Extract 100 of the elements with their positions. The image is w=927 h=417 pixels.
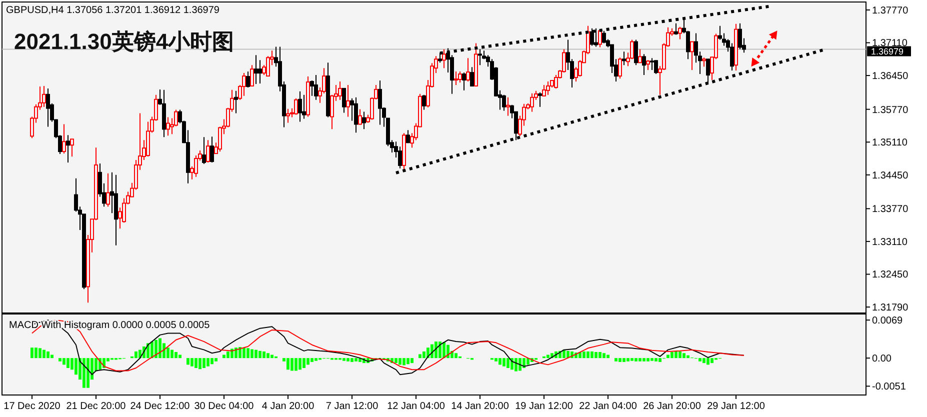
bar — [422, 351, 426, 358]
bar — [686, 355, 690, 358]
y-tick-label: 1.37770 — [872, 5, 909, 16]
x-tick-label: 26 Jan 20:00 — [643, 401, 702, 412]
bar — [586, 351, 590, 358]
bar — [134, 351, 138, 358]
bar — [266, 353, 270, 358]
bar — [250, 349, 254, 358]
bar — [202, 358, 206, 368]
bar — [270, 354, 274, 358]
bar — [614, 358, 618, 362]
bar — [186, 358, 190, 365]
bar — [410, 358, 414, 364]
y-tick-label: 1.31790 — [872, 302, 909, 314]
x-tick-label: 30 Dec 04:00 — [194, 401, 254, 412]
bar — [342, 358, 346, 361]
y-tick-label: 0.0069 — [872, 316, 904, 327]
bar — [194, 358, 198, 368]
bar — [606, 354, 610, 358]
text: 2021.1.30英镑4小时图 — [14, 29, 234, 54]
x-tick-label: 21 Dec 20:00 — [66, 401, 126, 412]
y-tick-label: 1.36450 — [872, 71, 909, 82]
bar — [394, 358, 398, 364]
y-tick-label: 1.35110 — [872, 138, 908, 149]
x-tick-label: 17 Dec 2020 — [4, 401, 61, 412]
bar — [562, 350, 566, 358]
bar — [62, 358, 66, 365]
y-tick-label: -0.0051 — [872, 382, 906, 393]
bar — [454, 353, 458, 358]
bar — [398, 358, 402, 365]
bar — [674, 351, 678, 358]
bar — [582, 351, 586, 358]
y-tick-label: 1.32450 — [872, 270, 909, 281]
bar — [602, 353, 606, 358]
bar — [598, 352, 602, 358]
bar — [502, 358, 506, 366]
bar — [546, 354, 550, 358]
y-tick-label: 1.33110 — [872, 236, 908, 248]
bar — [30, 348, 34, 358]
bar — [666, 354, 670, 358]
bar — [350, 358, 354, 362]
bar — [494, 358, 498, 362]
bar — [154, 340, 158, 358]
bar — [630, 358, 634, 361]
y-tick-label: 1.34450 — [872, 170, 909, 182]
bar — [82, 358, 86, 388]
ref-line-label: 1.36979 — [871, 46, 904, 57]
bar — [706, 358, 710, 365]
bar — [238, 347, 242, 358]
bar — [402, 358, 406, 366]
bar — [518, 358, 522, 371]
bar — [310, 358, 314, 362]
bar — [702, 358, 706, 364]
bar — [50, 354, 54, 358]
bar — [206, 358, 210, 366]
bar — [698, 358, 702, 362]
x-tick-label: 12 Jan 04:00 — [387, 401, 446, 412]
bar — [302, 358, 306, 368]
bar — [298, 358, 302, 370]
bar — [254, 350, 258, 358]
bar — [526, 358, 530, 365]
bar — [514, 358, 518, 372]
bar — [306, 358, 310, 365]
bar — [226, 351, 230, 358]
bar — [290, 358, 294, 371]
x-tick-label: 24 Dec 12:00 — [130, 401, 190, 412]
bar — [354, 358, 358, 362]
bar — [506, 358, 510, 368]
bar — [682, 353, 686, 358]
bar — [590, 351, 594, 358]
bar — [190, 358, 194, 366]
bar — [214, 358, 218, 362]
bar — [622, 358, 626, 362]
bar — [434, 342, 438, 358]
bar — [46, 351, 50, 358]
bar — [498, 358, 502, 365]
x-tick-label: 22 Jan 04:00 — [579, 401, 638, 412]
bar — [678, 351, 682, 358]
bar — [346, 358, 350, 362]
bar — [42, 350, 46, 358]
bar — [246, 348, 250, 358]
bar — [150, 342, 154, 358]
bar — [242, 348, 246, 358]
bar — [34, 348, 38, 358]
bar — [198, 358, 202, 370]
bar — [174, 352, 178, 358]
bar — [406, 358, 410, 364]
bar — [294, 358, 298, 371]
bar — [642, 358, 646, 362]
bar — [170, 350, 174, 358]
bar — [178, 354, 182, 358]
x-tick-label: 7 Jan 12:00 — [326, 401, 379, 412]
bar — [594, 352, 598, 358]
bar — [618, 358, 622, 362]
y-tick-label: 1.37110 — [872, 38, 908, 50]
bar — [286, 358, 290, 370]
bar — [438, 342, 442, 358]
bar — [670, 352, 674, 358]
bar — [710, 358, 714, 364]
bar — [658, 358, 662, 362]
